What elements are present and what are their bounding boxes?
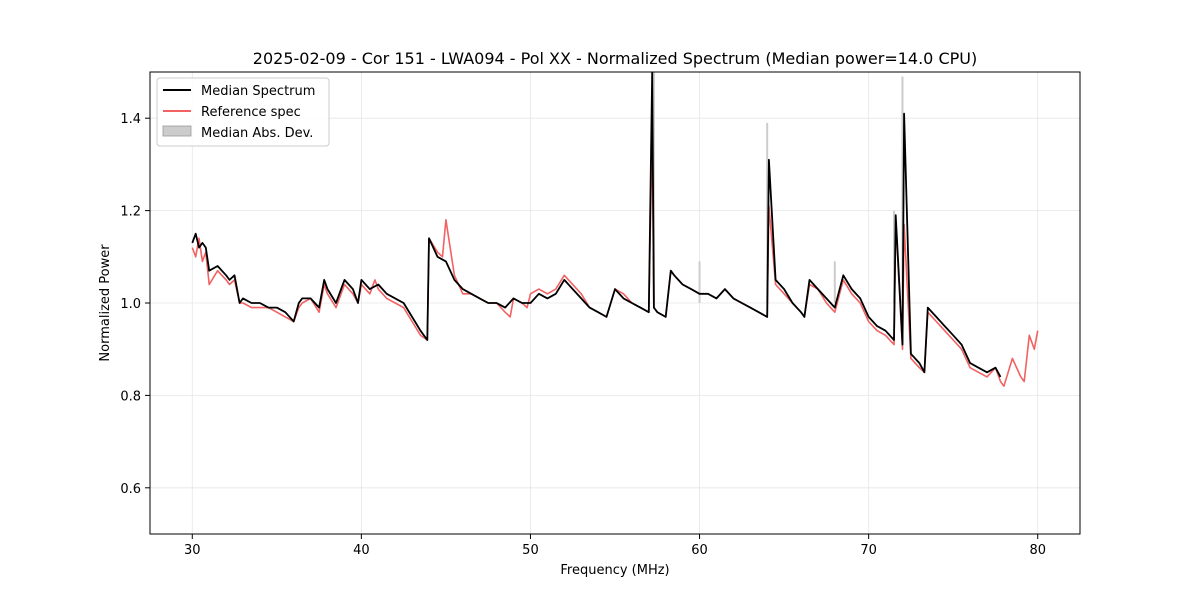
x-tick-label: 50 xyxy=(522,543,539,558)
legend-label-reference-spec: Reference spec xyxy=(201,105,301,120)
legend-label-median-abs-dev: Median Abs. Dev. xyxy=(201,126,313,141)
x-axis: 30 40 50 60 70 80 xyxy=(184,534,1046,558)
plot-area xyxy=(191,72,1039,387)
median-spectrum-line xyxy=(191,72,1002,378)
x-tick-label: 70 xyxy=(860,543,877,558)
x-tick-label: 80 xyxy=(1029,543,1046,558)
y-tick-label: 0.6 xyxy=(120,482,141,497)
legend-label-median-spectrum: Median Spectrum xyxy=(201,84,315,99)
x-tick-label: 40 xyxy=(353,543,370,558)
y-axis-label: Normalized Power xyxy=(98,244,113,362)
x-axis-label: Frequency (MHz) xyxy=(560,563,669,578)
chart-title: 2025-02-09 - Cor 151 - LWA094 - Pol XX -… xyxy=(253,49,977,68)
x-tick-label: 60 xyxy=(691,543,708,558)
legend-box xyxy=(156,77,330,147)
legend-swatch-median-abs-dev xyxy=(162,125,192,137)
x-tick-label: 30 xyxy=(184,543,201,558)
y-tick-label: 1.2 xyxy=(120,205,141,220)
y-tick-label: 0.8 xyxy=(120,389,141,404)
legend: Median Spectrum Reference spec Median Ab… xyxy=(156,77,330,147)
y-axis: 0.6 0.8 1.0 1.2 1.4 xyxy=(120,112,150,497)
y-tick-label: 1.4 xyxy=(120,112,141,127)
y-tick-label: 1.0 xyxy=(120,297,141,312)
